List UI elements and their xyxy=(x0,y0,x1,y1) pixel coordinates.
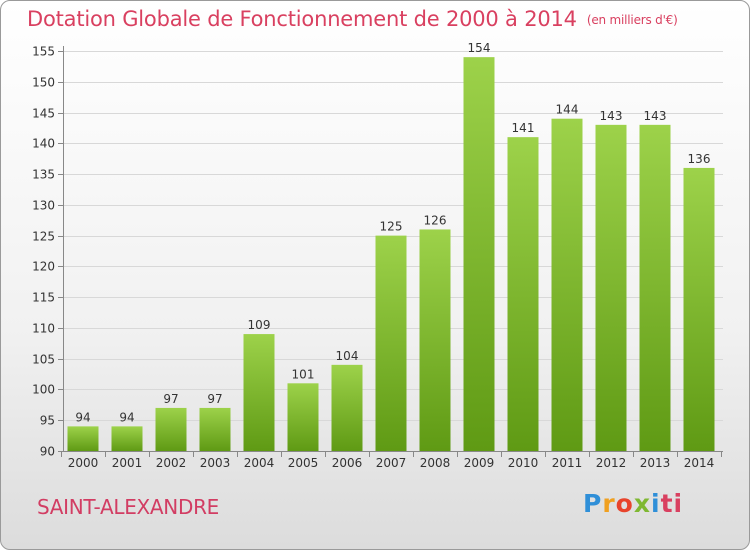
x-tick-label: 2005 xyxy=(288,456,319,470)
bar xyxy=(331,364,363,451)
bar xyxy=(595,124,627,451)
x-tick-label: 2000 xyxy=(68,456,99,470)
data-label: 136 xyxy=(688,152,711,166)
data-label: 154 xyxy=(468,41,491,55)
data-label: 109 xyxy=(248,318,271,332)
bar xyxy=(639,124,671,451)
axes: 90 95 100 105 110 115 120 125 130 135 140 145 150 155… xyxy=(32,45,723,470)
bar xyxy=(683,167,715,451)
data-label: 94 xyxy=(119,410,134,424)
bar xyxy=(463,57,495,452)
bars xyxy=(67,57,715,452)
bar xyxy=(551,118,583,451)
data-label: 143 xyxy=(600,109,623,123)
data-label: 144 xyxy=(556,103,579,117)
chart-title: Dotation Globale de Fonctionnement de 20… xyxy=(27,7,678,31)
x-tick-label: 2007 xyxy=(376,456,407,470)
x-tick-label: 2012 xyxy=(596,456,627,470)
y-tick-label: 115 xyxy=(32,291,55,305)
y-tick-label: 120 xyxy=(32,260,55,274)
bar xyxy=(155,407,187,451)
data-label: 126 xyxy=(424,213,447,227)
bar xyxy=(375,235,407,451)
labels: 94 94 97 97 109 101 104 125 126 154 141 144 143 143 13… xyxy=(75,41,710,424)
data-label: 125 xyxy=(380,220,403,234)
x-tick-label: 2009 xyxy=(464,456,495,470)
data-label: 101 xyxy=(292,367,315,381)
data-label: 97 xyxy=(207,392,222,406)
x-tick-label: 2003 xyxy=(200,456,231,470)
title-text: Dotation Globale de Fonctionnement de 20… xyxy=(27,7,577,31)
proxiti-logo: Proxiti xyxy=(583,489,684,518)
y-tick-label: 130 xyxy=(32,199,55,213)
y-tick-label: 105 xyxy=(32,353,55,367)
bar xyxy=(287,383,319,451)
bar xyxy=(419,229,451,451)
bar xyxy=(199,407,231,451)
y-tick-label: 135 xyxy=(32,168,55,182)
x-tick-label: 2014 xyxy=(684,456,715,470)
y-tick-label: 150 xyxy=(32,76,55,90)
y-tick-label: 100 xyxy=(32,383,55,397)
bar xyxy=(507,137,539,451)
bar xyxy=(243,334,275,451)
data-label: 141 xyxy=(512,121,535,135)
x-tick-label: 2001 xyxy=(112,456,143,470)
x-tick-label: 2004 xyxy=(244,456,275,470)
x-tick-label: 2008 xyxy=(420,456,451,470)
x-tick-label: 2006 xyxy=(332,456,363,470)
data-label: 143 xyxy=(644,109,667,123)
x-tick-label: 2011 xyxy=(552,456,583,470)
x-tick-label: 2002 xyxy=(156,456,187,470)
x-tick-label: 2010 xyxy=(508,456,539,470)
data-label: 104 xyxy=(336,349,359,363)
y-tick-label: 110 xyxy=(32,322,55,336)
data-label: 97 xyxy=(163,392,178,406)
y-tick-label: 95 xyxy=(40,414,55,428)
x-tick-label: 2013 xyxy=(640,456,671,470)
y-tick-label: 125 xyxy=(32,230,55,244)
commune-name: SAINT-ALEXANDRE xyxy=(37,495,220,519)
y-tick-label: 145 xyxy=(32,107,55,121)
data-label: 94 xyxy=(75,410,90,424)
bar xyxy=(67,426,99,451)
unit-label: (en milliers d'€) xyxy=(586,13,678,27)
y-tick-label: 140 xyxy=(32,137,55,151)
y-tick-label: 90 xyxy=(40,445,55,459)
bar xyxy=(111,426,143,451)
y-tick-label: 155 xyxy=(32,45,55,59)
